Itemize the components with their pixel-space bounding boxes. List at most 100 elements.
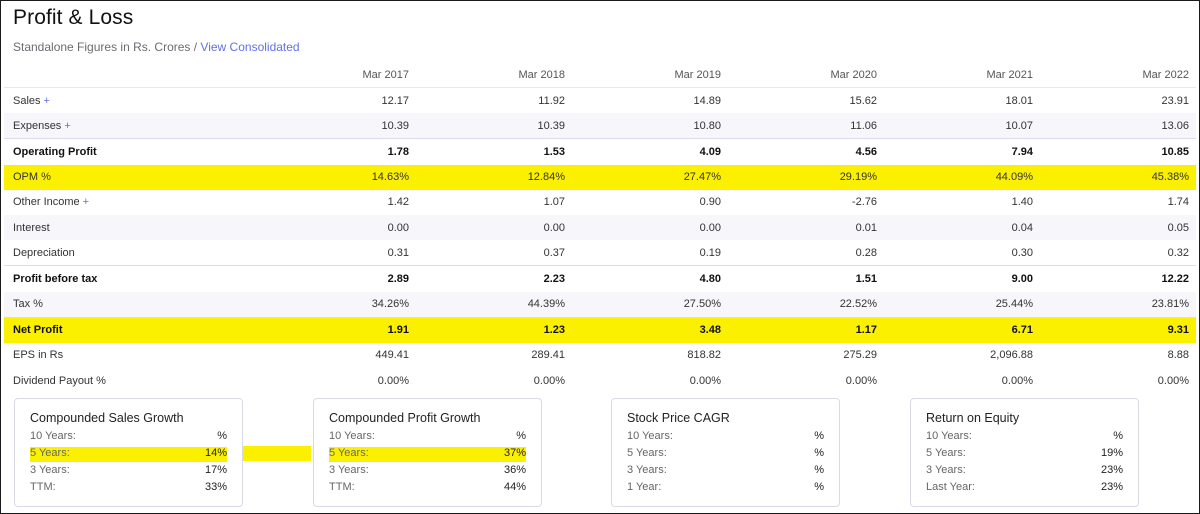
- table-row-depreciation: Depreciation 0.31 0.37 0.19 0.28 0.30 0.…: [4, 240, 1196, 266]
- expand-plus-icon[interactable]: +: [64, 119, 71, 132]
- table-cell: 0.00%: [1157, 374, 1189, 387]
- table-cell: 10.39: [260, 113, 416, 139]
- card-row-label: 3 Years:: [926, 464, 966, 476]
- table-cell: 289.41: [531, 349, 565, 362]
- table-cell: 8.88: [1167, 349, 1189, 362]
- table-cell: 25.44%: [884, 291, 1040, 318]
- card-row: 5 Years: 37%: [329, 447, 526, 462]
- table-cell: 4.09: [572, 138, 728, 165]
- table-cell: 0.90: [699, 196, 721, 209]
- profit-loss-table: Mar 2017 Mar 2018 Mar 2019 Mar 2020 Mar …: [4, 63, 1196, 393]
- table-cell: 34.26%: [260, 291, 416, 318]
- row-label[interactable]: Other Income +: [13, 196, 90, 209]
- row-label: Profit before tax: [4, 265, 260, 292]
- column-header: Mar 2021: [884, 63, 1040, 88]
- table-row-sales[interactable]: Sales + 12.17 11.92 14.89 15.62 18.01 23.…: [4, 88, 1196, 114]
- card-row-label: TTM:: [30, 481, 56, 493]
- card-row-value: %: [814, 481, 824, 493]
- table-row-opm: OPM % 14.63% 12.84% 27.47% 29.19% 44.09%…: [4, 164, 1196, 190]
- table-cell: 1.17: [728, 316, 884, 343]
- card-row-value: %: [217, 430, 227, 442]
- card-row-value: %: [516, 430, 526, 442]
- table-cell: 44.39%: [416, 291, 572, 318]
- card-row-label: 5 Years:: [627, 447, 667, 459]
- card-row-value: 19%: [1100, 447, 1123, 459]
- table-cell: 11.92: [538, 94, 565, 107]
- row-label[interactable]: Sales +: [13, 94, 50, 107]
- page-subtitle: Standalone Figures in Rs. Crores / View …: [13, 40, 300, 54]
- card-row: TTM: 33%: [30, 481, 227, 496]
- table-cell: 6.71: [884, 316, 1040, 343]
- table-cell: 0.37: [543, 246, 565, 259]
- table-cell: 2.89: [260, 265, 416, 292]
- table-cell: 10.07: [884, 113, 1040, 139]
- table-cell: 12.84%: [416, 164, 572, 190]
- table-cell: 1.78: [260, 138, 416, 165]
- table-cell: 0.00: [260, 214, 416, 241]
- card-row: 10 Years:%: [329, 430, 526, 445]
- table-cell: 0.00: [416, 214, 572, 241]
- table-cell: 449.41: [375, 349, 409, 362]
- table-cell: 0.32: [1167, 246, 1189, 259]
- page-title: Profit & Loss: [13, 6, 134, 29]
- row-label: Operating Profit: [4, 138, 260, 165]
- table-cell: 0.00%: [689, 374, 721, 387]
- card-row-value: 23%: [1100, 464, 1123, 476]
- card-row-label: 3 Years:: [30, 464, 70, 476]
- card-row: 5 Years:%: [627, 447, 824, 462]
- row-label: Interest: [4, 214, 260, 241]
- card-row-label: 10 Years:: [30, 430, 76, 442]
- table-cell: 27.47%: [572, 164, 728, 190]
- card-title: Compounded Sales Growth: [30, 411, 184, 425]
- card-row-label: 3 Years:: [627, 464, 667, 476]
- table-cell: 0.05: [1040, 214, 1196, 241]
- expand-plus-icon[interactable]: +: [82, 196, 90, 209]
- card-row-label: 5 Years:: [30, 447, 70, 459]
- table-cell: 9.00: [884, 265, 1040, 292]
- table-cell: 23.81%: [1040, 291, 1196, 318]
- table-row-other-income[interactable]: Other Income + 1.42 1.07 0.90 -2.76 1.40 …: [4, 190, 1196, 215]
- table-cell: 1.51: [728, 265, 884, 292]
- card-row: 3 Years:%: [627, 464, 824, 479]
- table-cell: 0.00%: [533, 374, 565, 387]
- card-compounded-sales-growth: Compounded Sales Growth 10 Years:% 5 Yea…: [14, 398, 243, 507]
- column-header: Mar 2019: [572, 63, 728, 88]
- card-row-value: 17%: [204, 464, 227, 476]
- card-row-label: 10 Years:: [926, 430, 972, 442]
- card-title: Return on Equity: [926, 411, 1020, 425]
- highlight-bar: [226, 446, 311, 461]
- view-consolidated-link[interactable]: View Consolidated: [200, 40, 300, 54]
- card-row-value: %: [814, 447, 824, 459]
- row-label[interactable]: Expenses +: [4, 113, 260, 139]
- table-cell: 0.00%: [845, 374, 877, 387]
- table-cell: 1.42: [387, 196, 409, 209]
- subtitle-text: Standalone Figures in Rs. Crores /: [13, 40, 201, 54]
- card-title: Compounded Profit Growth: [329, 411, 481, 425]
- card-row-value: 36%: [503, 464, 526, 476]
- card-stock-price-cagr: Stock Price CAGR 10 Years:% 5 Years:% 3 …: [611, 398, 840, 507]
- card-row-label: 5 Years:: [926, 447, 966, 459]
- table-cell: 0.00: [572, 214, 728, 241]
- table-cell: 3.48: [572, 316, 728, 343]
- row-label: Depreciation: [13, 246, 75, 259]
- table-row-expenses[interactable]: Expenses + 10.39 10.39 10.80 11.06 10.07 …: [4, 113, 1196, 139]
- card-row-label: Last Year:: [926, 481, 975, 493]
- table-cell: 818.82: [687, 349, 721, 362]
- table-cell: 10.39: [416, 113, 572, 139]
- column-header: Mar 2017: [260, 63, 416, 88]
- card-row-value: %: [814, 464, 824, 476]
- card-compounded-profit-growth: Compounded Profit Growth 10 Years:% 5 Ye…: [313, 398, 542, 507]
- table-cell: 0.19: [699, 246, 721, 259]
- card-row-value: 23%: [1100, 481, 1123, 493]
- expand-plus-icon[interactable]: +: [43, 94, 50, 107]
- table-cell: 12.22: [1040, 265, 1196, 292]
- table-cell: 14.63%: [260, 164, 416, 190]
- table-cell: 7.94: [884, 138, 1040, 165]
- table-cell: 45.38%: [1040, 164, 1196, 190]
- table-cell: 22.52%: [728, 291, 884, 318]
- card-title: Stock Price CAGR: [627, 411, 730, 425]
- row-label: Tax %: [4, 291, 260, 318]
- table-cell: 18.01: [1005, 94, 1033, 107]
- row-label: Dividend Payout %: [13, 374, 106, 387]
- card-return-on-equity: Return on Equity 10 Years:% 5 Years: 19% …: [910, 398, 1139, 507]
